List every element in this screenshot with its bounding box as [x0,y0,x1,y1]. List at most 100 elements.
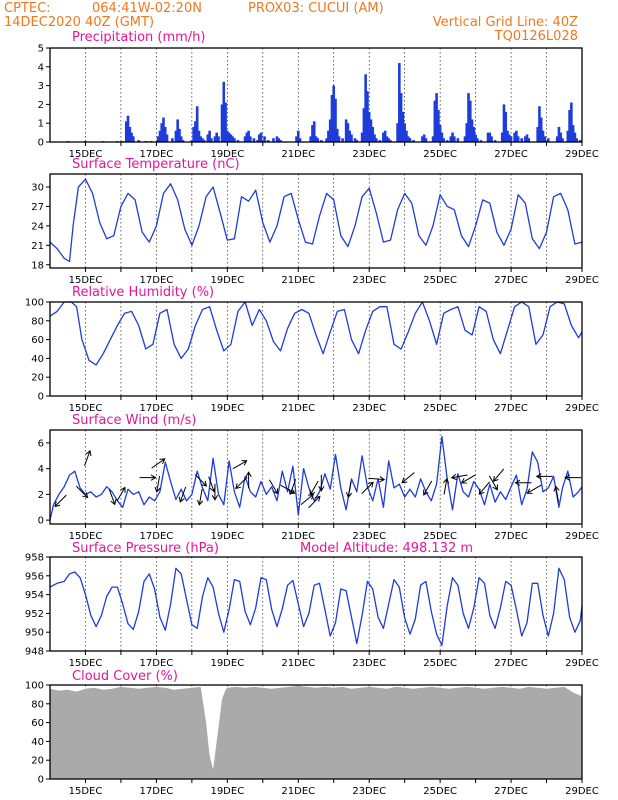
precip-bar [412,140,415,142]
y-tick-label: 3 [38,81,44,92]
wind-arrow [84,449,92,467]
precip-bar [320,140,323,142]
header-location: 064:41W-02:20N [92,1,202,16]
precip-bar [515,130,518,142]
precip-bar [325,138,328,142]
precip-bar [165,134,169,142]
precip-bar [360,132,364,142]
temperature-title: Surface Temperature (nC) [72,157,240,172]
x-tick-label: 29DEC [565,786,599,797]
x-tick-label: 15DEC [69,531,103,542]
wind-arrow [401,472,415,484]
precip-bar [406,136,410,142]
precip-bar [476,138,479,142]
precip-bar [538,106,541,142]
precip-bar [210,138,213,142]
x-tick-label: 17DEC [140,149,174,160]
x-tick-label: 25DEC [423,149,457,160]
wind-arrow [450,473,468,481]
x-tick-label: 21DEC [281,149,315,160]
x-tick-label: 19DEC [210,403,244,414]
precip-bar [327,130,330,142]
wind-arrow [245,471,252,489]
precip-bar [202,140,206,142]
precip-bar [575,138,578,142]
wind-arrow [478,481,490,495]
precip-bar [132,136,135,142]
precip-bar [468,100,472,142]
wind-arrow [488,475,498,491]
wind-arrow [269,479,279,495]
y-tick-label: 18 [31,260,44,271]
precip-bar [256,140,259,142]
precip-bar [160,123,164,142]
precip-bar [174,130,178,142]
precip-bar [295,136,298,142]
y-tick-label: 0 [38,392,44,403]
precip-bar [208,130,211,142]
x-tick-label: 29DEC [565,658,599,669]
precip-bar [486,132,490,142]
x-tick-label: 27DEC [494,658,528,669]
precip-bar [456,138,460,142]
precip-bar [312,121,316,142]
wind-arrow [54,494,67,508]
y-tick-label: 27 [31,202,44,213]
precip-bar [353,138,357,142]
precip-bar [197,130,201,142]
precip-bar [328,119,332,142]
precip-bar [493,140,497,142]
precip-bar [571,125,575,142]
wind-arrow [308,495,321,509]
precip-bar [156,136,160,142]
precip-bar [437,110,440,142]
wind-arrow [139,474,157,481]
wind-arrow [235,476,248,490]
precip-bar [217,136,220,142]
model-altitude-label: Model Altitude: 498.132 m [300,541,473,556]
temperature-line [49,178,583,263]
precip-bar [215,132,218,142]
precip-bar [470,119,474,142]
precip-bar [385,136,389,142]
precip-bar [442,138,445,142]
x-tick-label: 23DEC [352,275,386,286]
precip-bar [467,93,470,142]
x-tick-label: 27DEC [494,786,528,797]
pressure-panel: Surface Pressure (hPa) Model Altitude: 4… [25,541,599,669]
precip-bar [296,130,300,142]
precip-bar [344,119,348,142]
precip-bar [543,136,547,142]
y-tick-label: 100 [25,681,44,692]
humidity-frame [49,301,583,397]
precip-bar [213,136,217,142]
precip-bar [220,104,224,142]
precip-bar [463,136,467,142]
precip-bar [573,132,577,142]
x-tick-label: 29DEC [565,531,599,542]
wind-arrow [526,484,542,494]
x-tick-label: 15DEC [69,149,103,160]
x-tick-label: 21DEC [281,403,315,414]
wind-arrow [318,474,325,492]
precip-bar [266,140,270,142]
x-tick-label: 27DEC [494,149,528,160]
precip-bar [559,132,563,142]
x-tick-label: 27DEC [494,275,528,286]
precip-bar [488,132,492,142]
precip-bar [229,134,233,142]
precip-bar [474,134,477,142]
precip-bar [332,85,336,142]
precip-bar [451,132,454,142]
precip-bar [504,111,508,142]
precip-bar [408,138,412,142]
x-tick-label: 19DEC [210,658,244,669]
precip-bar [224,102,227,142]
precip-bar [389,140,392,142]
x-tick-label: 29DEC [565,403,599,414]
precip-bar [513,132,516,142]
precip-bar [421,136,424,142]
precip-bar [128,126,132,142]
precip-bar [233,138,236,142]
precip-bar [314,136,318,142]
